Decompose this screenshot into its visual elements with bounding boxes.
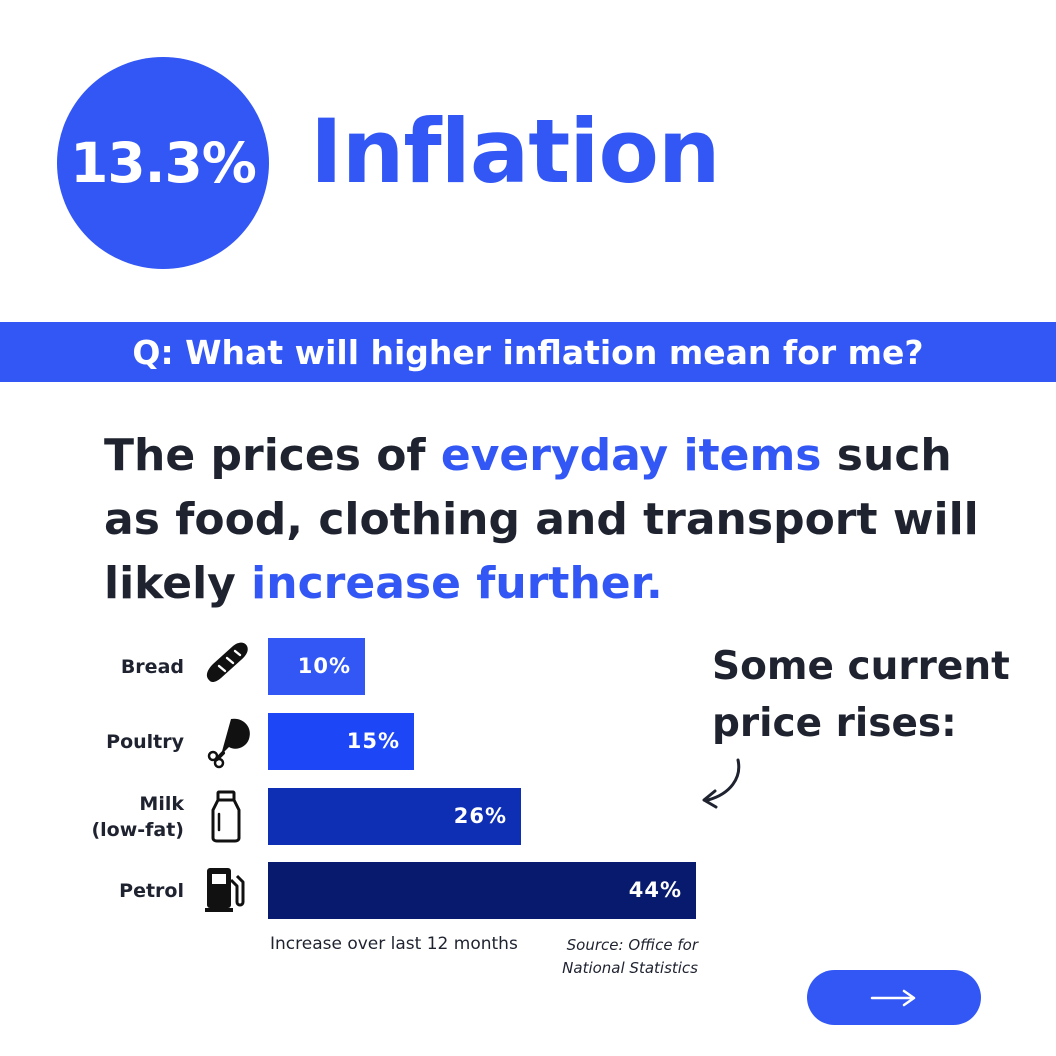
baguette-icon (206, 642, 248, 683)
bar-value-label: 44% (628, 878, 682, 902)
bar-value-label: 10% (297, 654, 351, 678)
arrow-right-icon (870, 989, 916, 1006)
category-label-line: Poultry (106, 730, 184, 753)
category-label: Poultry (0, 729, 184, 755)
headline-highlight-2: increase further. (251, 558, 663, 609)
question-banner: Q: What will higher inflation mean for m… (0, 322, 1056, 382)
bar-value-label: 15% (346, 729, 400, 753)
fuel-pump-icon (205, 868, 245, 912)
bar: 15% (268, 713, 414, 770)
inflation-rate-value: 13.3% (70, 131, 257, 195)
bar: 44% (268, 862, 696, 919)
milk-bottle-icon (211, 790, 241, 843)
price-rises-caption: Some current price rises: (712, 644, 1010, 746)
headline-part-1: The prices of (104, 430, 441, 481)
source-note: Source: Office for National Statistics (562, 936, 698, 977)
bar: 10% (268, 638, 365, 695)
category-label: Petrol (0, 878, 184, 904)
category-label-line: Petrol (119, 879, 184, 902)
curved-arrow-icon (702, 758, 741, 809)
next-button[interactable] (807, 970, 981, 1025)
bar-value-label: 26% (453, 804, 507, 828)
headline-highlight-1: everyday items (440, 430, 822, 481)
category-label: Milk (low-fat) (0, 791, 184, 843)
category-label-line: Milk (139, 792, 184, 815)
page-title: Inflation (310, 100, 721, 203)
x-axis-caption: Increase over last 12 months (270, 934, 518, 954)
category-label-line: Bread (120, 655, 184, 678)
inflation-rate-badge: 13.3% (57, 57, 269, 269)
chicken-leg-icon (207, 718, 250, 769)
category-label-line: (low-fat) (91, 818, 184, 841)
question-text: Q: What will higher inflation mean for m… (132, 332, 924, 372)
bar: 26% (268, 788, 521, 845)
category-label: Bread (0, 654, 184, 680)
headline: The prices of everyday items such as foo… (104, 424, 984, 616)
headline-part-2: such as food, clothing and transport wil… (104, 430, 979, 609)
